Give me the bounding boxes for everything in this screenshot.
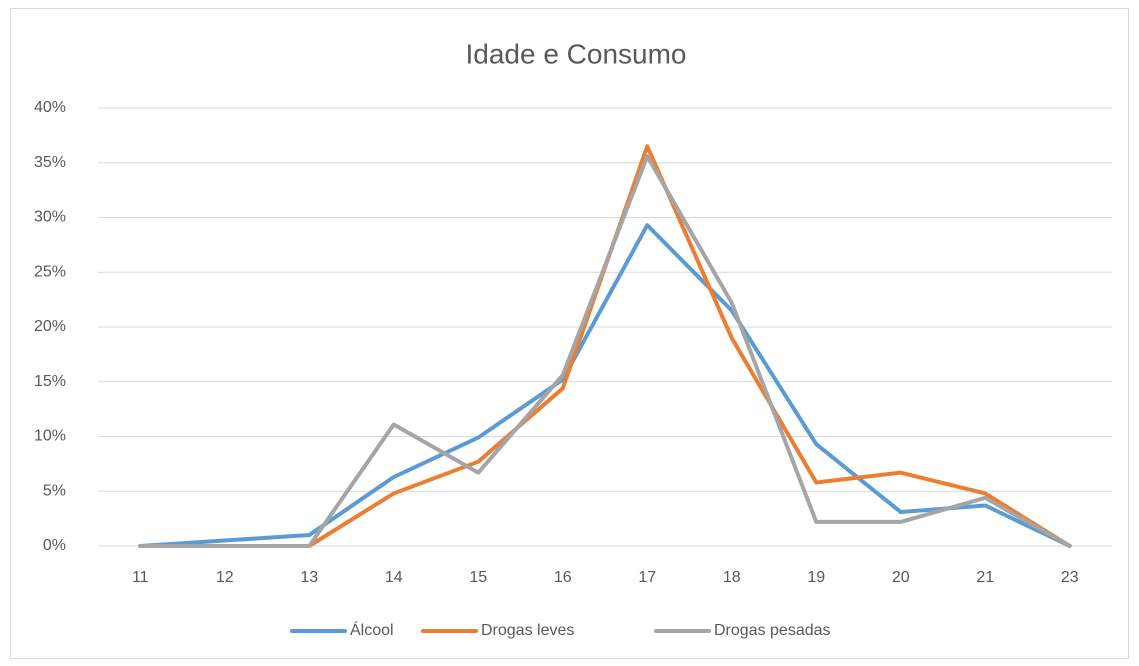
y-tick-label: 40%: [34, 99, 66, 116]
series-line: [138, 223, 1072, 548]
y-tick-label: 0%: [43, 537, 66, 554]
series-line: [138, 154, 1072, 548]
x-tick-label: 14: [385, 569, 403, 586]
y-tick-label: 10%: [34, 428, 66, 445]
x-tick-label: 17: [638, 569, 656, 586]
chart-title: Idade e Consumo: [465, 38, 686, 69]
x-tick-label: 20: [892, 569, 910, 586]
x-tick-label: 23: [1061, 569, 1079, 586]
y-tick-label: 30%: [34, 209, 66, 226]
x-tick-label: 16: [554, 569, 572, 586]
chart-border: [10, 8, 1129, 659]
legend-label: Drogas leves: [481, 622, 574, 639]
y-tick-label: 5%: [43, 482, 66, 499]
y-tick-label: 35%: [34, 154, 66, 171]
y-tick-label: 25%: [34, 263, 66, 280]
x-tick-label: 19: [807, 569, 825, 586]
x-tick-label: 12: [216, 569, 234, 586]
x-tick-label: 11: [132, 569, 149, 586]
x-tick-label: 13: [300, 569, 318, 586]
y-tick-label: 15%: [34, 373, 66, 390]
legend-label: Drogas pesadas: [714, 622, 831, 639]
x-tick-label: 15: [469, 569, 487, 586]
x-tick-label: 21: [976, 569, 994, 586]
x-tick-label: 18: [723, 569, 741, 586]
legend-label: Álcool: [350, 620, 394, 639]
y-tick-label: 20%: [34, 318, 66, 335]
